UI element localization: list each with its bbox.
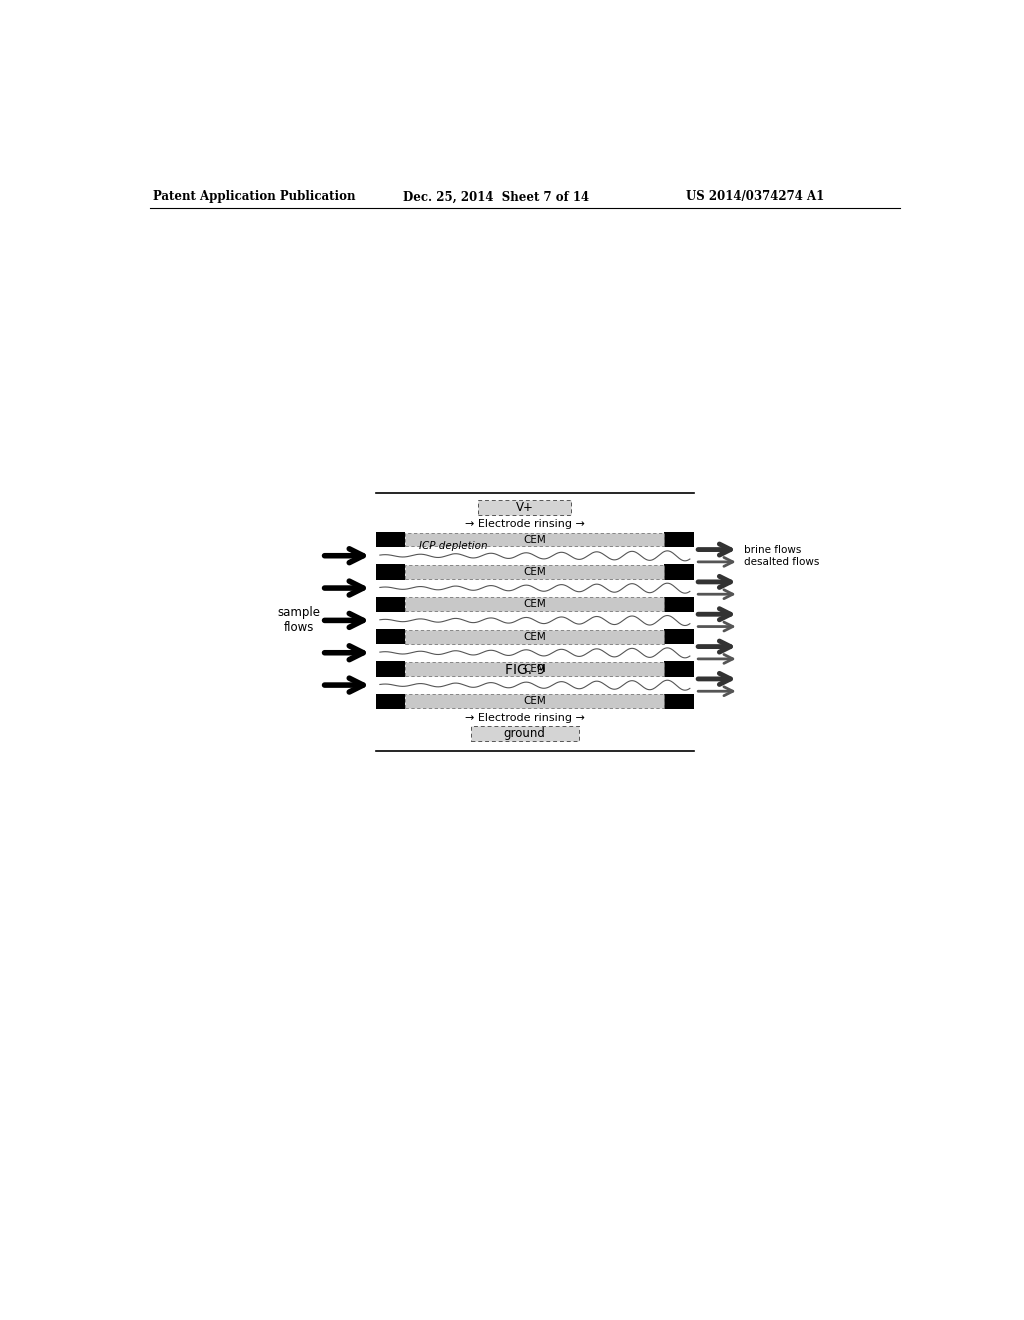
Text: CEM: CEM (523, 631, 546, 642)
Bar (406, 663, 665, 676)
Text: FIG. 9: FIG. 9 (505, 664, 545, 677)
Text: CEM: CEM (523, 566, 546, 577)
Bar (376, 597, 406, 612)
Text: brine flows: brine flows (744, 545, 802, 554)
Text: desalted flows: desalted flows (744, 557, 819, 566)
Bar (478, 499, 571, 515)
Text: US 2014/0374274 A1: US 2014/0374274 A1 (686, 190, 824, 203)
Text: sample
flows: sample flows (278, 606, 319, 635)
Text: Dec. 25, 2014  Sheet 7 of 14: Dec. 25, 2014 Sheet 7 of 14 (403, 190, 589, 203)
Bar (406, 630, 665, 644)
Bar (665, 564, 693, 579)
Bar (376, 693, 406, 709)
Bar (376, 532, 406, 548)
Text: → Electrode rinsing →: → Electrode rinsing → (465, 713, 585, 723)
Text: CEM: CEM (523, 535, 546, 545)
Bar (406, 694, 665, 708)
Bar (376, 564, 406, 579)
Bar (376, 628, 406, 644)
Text: V+: V+ (516, 500, 534, 513)
Bar (406, 532, 665, 546)
Bar (665, 597, 693, 612)
Bar (665, 661, 693, 677)
Bar (665, 628, 693, 644)
Text: ICP depletion: ICP depletion (419, 541, 487, 552)
Text: Patent Application Publication: Patent Application Publication (153, 190, 355, 203)
Bar (406, 565, 665, 579)
Text: CEM: CEM (523, 599, 546, 610)
Text: CEM: CEM (523, 664, 546, 675)
Bar (471, 726, 579, 742)
Text: ground: ground (504, 727, 546, 741)
Bar (665, 532, 693, 548)
Bar (406, 597, 665, 611)
Bar (376, 661, 406, 677)
Text: CEM: CEM (523, 696, 546, 706)
Text: → Electrode rinsing →: → Electrode rinsing → (465, 519, 585, 529)
Bar (665, 693, 693, 709)
